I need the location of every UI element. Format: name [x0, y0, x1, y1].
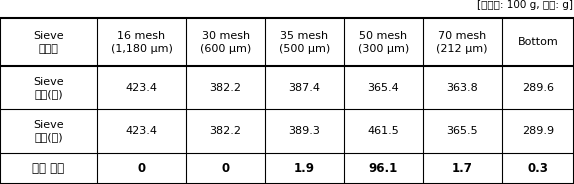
Text: Sieve
무게(후): Sieve 무게(후) [33, 120, 64, 142]
Text: 289.6: 289.6 [522, 83, 554, 93]
Text: 0: 0 [222, 162, 230, 175]
Text: 389.3: 389.3 [289, 126, 320, 136]
Text: 423.4: 423.4 [126, 83, 157, 93]
Text: 387.4: 387.4 [289, 83, 320, 93]
Text: 382.2: 382.2 [210, 83, 242, 93]
Text: 363.8: 363.8 [447, 83, 478, 93]
Text: 423.4: 423.4 [126, 126, 157, 136]
Text: 70 mesh
(212 μm): 70 mesh (212 μm) [436, 31, 488, 54]
Text: 30 mesh
(600 μm): 30 mesh (600 μm) [200, 31, 251, 54]
Text: 35 mesh
(500 μm): 35 mesh (500 μm) [279, 31, 330, 54]
Text: 0.3: 0.3 [528, 162, 548, 175]
Text: 382.2: 382.2 [210, 126, 242, 136]
Text: 1.9: 1.9 [294, 162, 315, 175]
Text: Sieve
무게(전): Sieve 무게(전) [33, 77, 64, 99]
Text: 365.5: 365.5 [447, 126, 478, 136]
Text: 96.1: 96.1 [369, 162, 398, 175]
Text: [샘플양: 100 g, 단위: g]: [샘플양: 100 g, 단위: g] [477, 0, 573, 10]
Text: 289.9: 289.9 [522, 126, 554, 136]
Text: 제품 무게: 제품 무게 [32, 162, 64, 175]
Text: 365.4: 365.4 [367, 83, 399, 93]
Text: 1.7: 1.7 [452, 162, 472, 175]
Text: Bottom: Bottom [517, 37, 558, 47]
Text: 50 mesh
(300 μm): 50 mesh (300 μm) [358, 31, 409, 54]
Text: Sieve
사이즈: Sieve 사이즈 [33, 31, 64, 54]
Text: 0: 0 [138, 162, 146, 175]
Text: 16 mesh
(1,180 μm): 16 mesh (1,180 μm) [111, 31, 173, 54]
Text: 461.5: 461.5 [367, 126, 399, 136]
